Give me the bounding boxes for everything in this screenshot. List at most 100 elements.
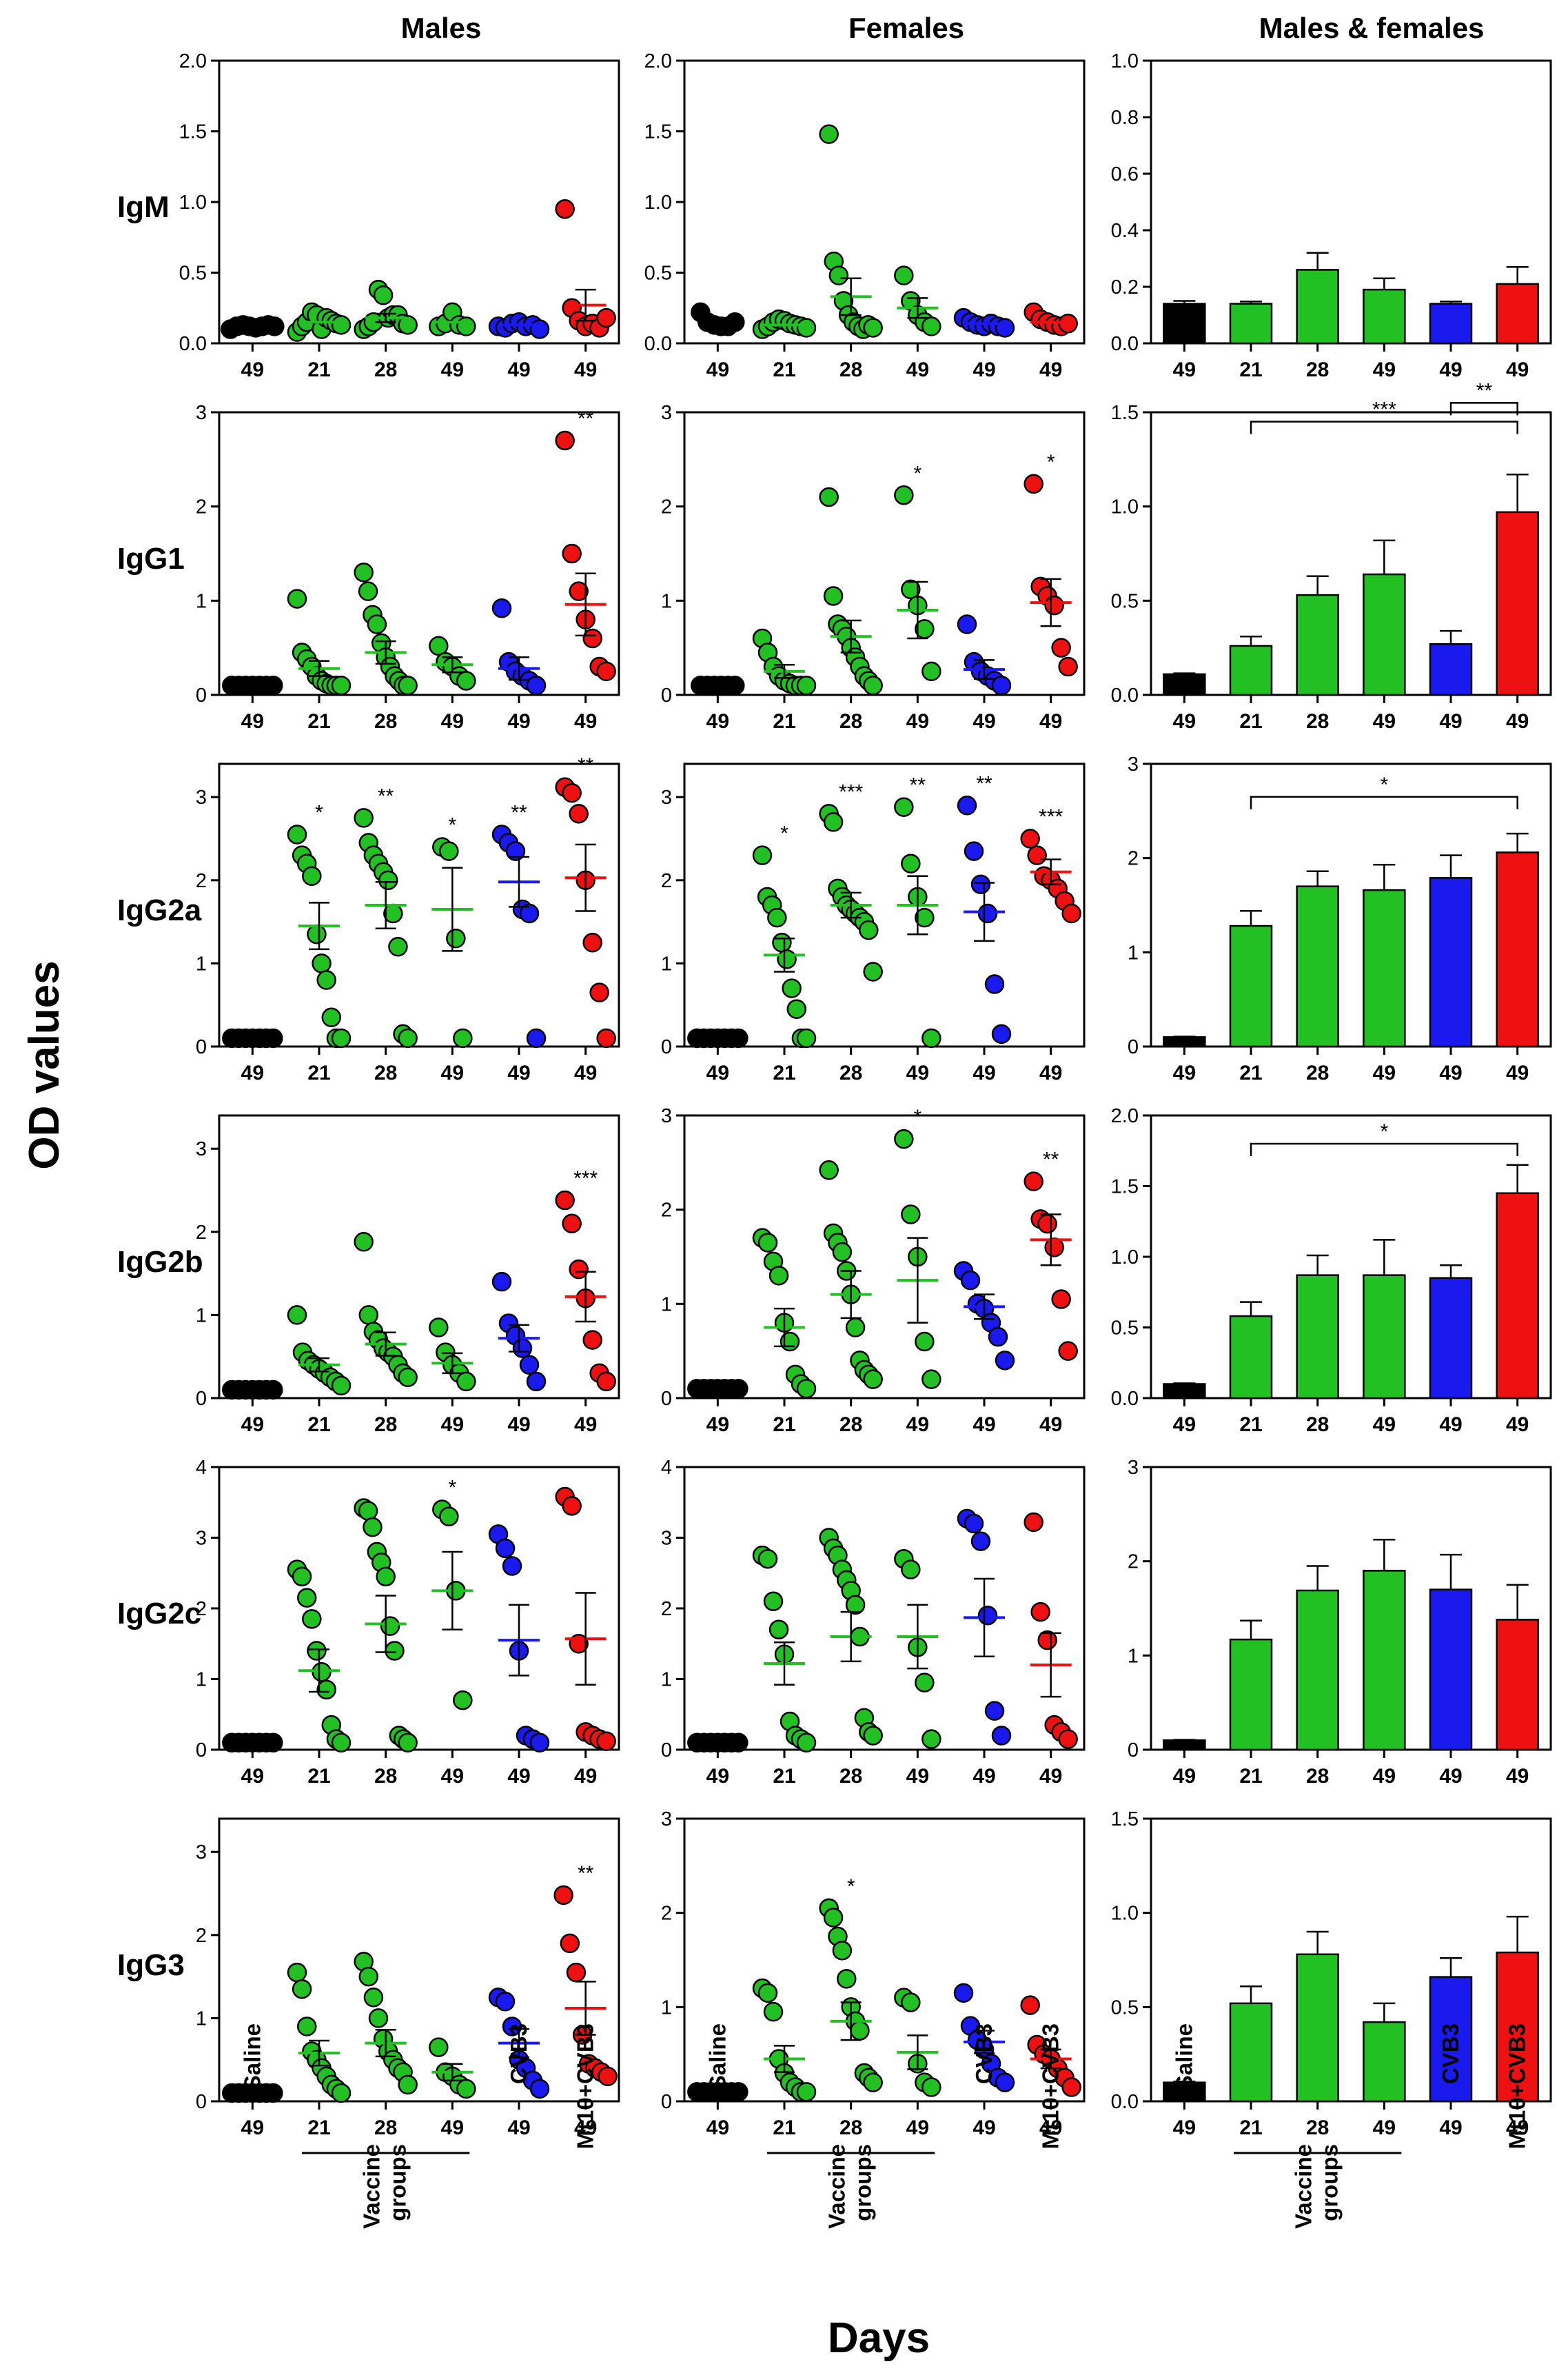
data-point xyxy=(495,1992,516,2012)
x-tick-label: 49 xyxy=(973,2116,995,2139)
data-point xyxy=(922,1028,941,1049)
y-tick-label: 3 xyxy=(196,402,207,424)
data-point xyxy=(991,1024,1012,1044)
y-tick-label: 3 xyxy=(196,1138,207,1160)
panel-igg3-females: 0 1 2 3 49 21 28 49 49 49 * xyxy=(661,1808,1086,2139)
y-tick-label: 0 xyxy=(661,685,672,707)
x-tick-label: 49 xyxy=(706,710,729,733)
x-tick-label: 49 xyxy=(1039,358,1062,381)
vaccine-groups-label: Vaccine xyxy=(1291,2144,1316,2229)
data-point xyxy=(922,1369,941,1389)
plot-frame xyxy=(218,411,620,696)
y-tick-label: 0.8 xyxy=(1111,107,1139,129)
x-tick-label: 21 xyxy=(773,1413,795,1436)
y-tick-label: 0 xyxy=(196,2091,207,2113)
x-tick-label: 49 xyxy=(1506,2116,1529,2139)
data-point xyxy=(566,1962,587,1983)
x-tick-label: 21 xyxy=(773,1765,795,1788)
significance-label: * xyxy=(448,1477,456,1499)
y-tick-label: 1 xyxy=(196,1669,207,1691)
data-point xyxy=(287,1962,307,1983)
data-point xyxy=(555,199,575,219)
data-point xyxy=(796,1732,817,1752)
bar xyxy=(1229,303,1273,345)
x-tick-label: 21 xyxy=(307,2116,330,2139)
y-tick-label: 2 xyxy=(196,1598,207,1620)
data-point xyxy=(1020,829,1040,849)
x-tick-label: 21 xyxy=(1239,1062,1262,1084)
x-tick-label: 28 xyxy=(839,710,862,733)
data-point xyxy=(446,928,466,949)
bracket-label: * xyxy=(1380,774,1388,796)
data-point xyxy=(970,1531,991,1551)
x-tick-label: 21 xyxy=(773,710,795,733)
y-tick-label: 0.5 xyxy=(1111,1317,1139,1340)
panel-igg2c-both: 0 1 2 3 49 21 28 49 49 49 xyxy=(1128,1457,1552,1788)
y-tick-label: 0 xyxy=(196,1388,207,1410)
data-point xyxy=(1051,1289,1071,1309)
data-point xyxy=(863,676,883,696)
x-tick-label: 49 xyxy=(906,1765,929,1788)
x-tick-label: 49 xyxy=(574,710,597,733)
data-point xyxy=(376,1566,396,1587)
data-point xyxy=(823,812,844,832)
data-point xyxy=(529,2079,550,2099)
data-point xyxy=(915,907,935,928)
x-tick-label: 49 xyxy=(507,710,530,733)
x-tick-label: 21 xyxy=(307,1413,330,1436)
significance-label: * xyxy=(780,822,788,845)
x-tick-label: 49 xyxy=(441,358,464,381)
x-tick-label: 49 xyxy=(1039,1765,1062,1788)
row-label-igm: IgM xyxy=(117,190,170,224)
x-tick-label: 49 xyxy=(1439,2116,1462,2139)
significance-label: ** xyxy=(378,785,394,807)
data-point xyxy=(354,808,374,828)
data-point xyxy=(519,1355,540,1375)
bar xyxy=(1229,1638,1273,1751)
data-point xyxy=(596,661,616,682)
x-axis-title: Days xyxy=(828,2314,930,2362)
x-tick-label: 28 xyxy=(374,1413,397,1436)
y-tick-label: 1 xyxy=(1128,942,1139,964)
x-tick-label: 49 xyxy=(1173,2116,1196,2139)
plot-frame xyxy=(1150,411,1552,696)
x-tick-label: 28 xyxy=(839,1413,862,1436)
data-point xyxy=(828,265,849,285)
data-point xyxy=(367,614,387,634)
vaccine-groups-label: Vaccine xyxy=(359,2144,385,2229)
x-tick-label: 49 xyxy=(1173,710,1196,733)
x-tick-label: 49 xyxy=(1506,710,1529,733)
group-label: Saline xyxy=(704,2023,730,2090)
plot-frame xyxy=(1150,1466,1552,1751)
data-point xyxy=(832,1941,853,1961)
y-tick-label: 1.0 xyxy=(1111,496,1139,518)
y-tick-label: 1.5 xyxy=(1111,1176,1139,1198)
x-tick-label: 49 xyxy=(1373,358,1396,381)
data-point xyxy=(331,2083,352,2103)
x-tick-label: 28 xyxy=(839,1062,862,1084)
panel-igg2a-both: 0 1 2 3 49 21 28 49 49 49 * xyxy=(1128,754,1552,1084)
data-point xyxy=(331,1732,352,1752)
y-tick-label: 0 xyxy=(196,685,207,707)
x-tick-label: 21 xyxy=(773,358,795,381)
data-point xyxy=(922,661,941,682)
data-point xyxy=(287,825,307,845)
y-tick-label: 3 xyxy=(196,1528,207,1550)
data-point xyxy=(863,2072,883,2092)
data-point xyxy=(495,1538,516,1559)
x-tick-label: 28 xyxy=(374,710,397,733)
data-point xyxy=(354,1232,374,1252)
data-point xyxy=(796,676,817,696)
y-tick-label: 2 xyxy=(661,496,672,518)
bar xyxy=(1229,924,1273,1048)
y-tick-label: 2 xyxy=(661,1598,672,1620)
data-point xyxy=(398,1367,418,1388)
data-point xyxy=(823,1908,844,1928)
data-point xyxy=(1044,1237,1064,1257)
data-point xyxy=(953,1983,974,2003)
y-tick-label: 2 xyxy=(1128,1551,1139,1573)
comparison-bracket xyxy=(1250,1142,1518,1156)
plot-frame xyxy=(218,762,620,1048)
data-point xyxy=(922,2077,941,2097)
